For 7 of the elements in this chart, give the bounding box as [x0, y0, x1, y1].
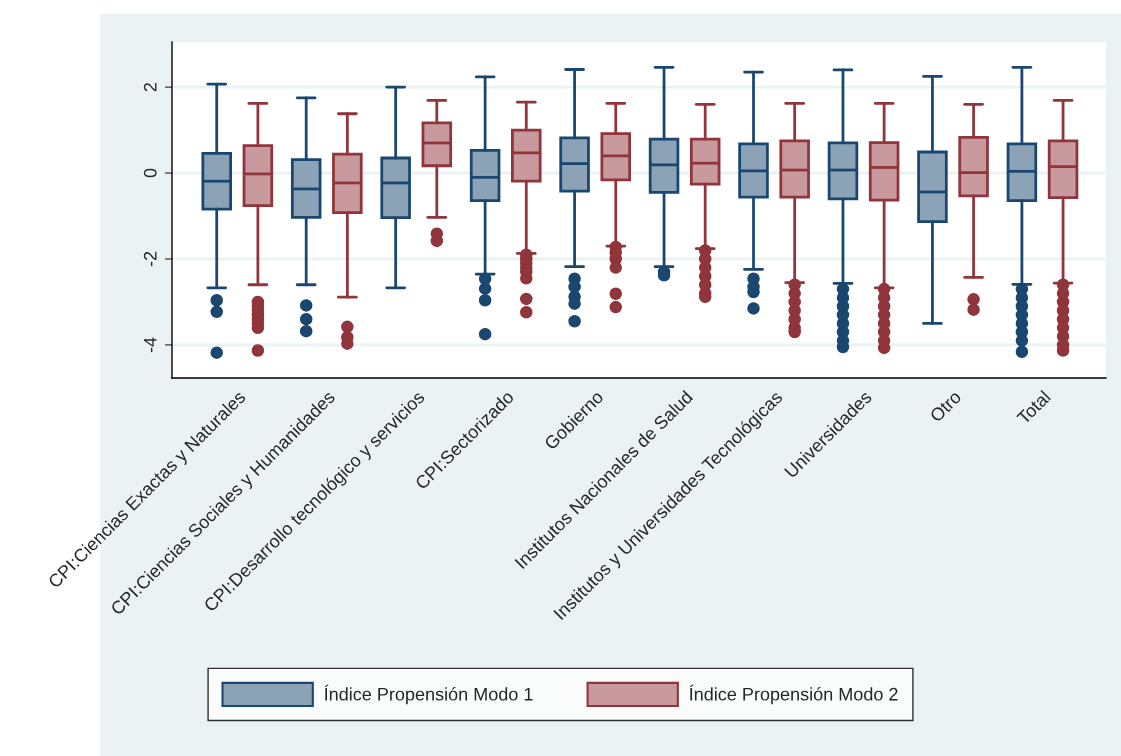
y-tick-label: 0 — [143, 168, 157, 178]
legend-label: Índice Propensión Modo 2 — [689, 684, 898, 705]
y-tick-label: 2 — [143, 83, 157, 92]
y-tick-label: -2 — [143, 251, 157, 267]
x-tick-label: Otro — [929, 389, 962, 423]
legend-label: Índice Propensión Modo 1 — [324, 684, 533, 705]
y-tick-label: -4 — [144, 337, 157, 353]
